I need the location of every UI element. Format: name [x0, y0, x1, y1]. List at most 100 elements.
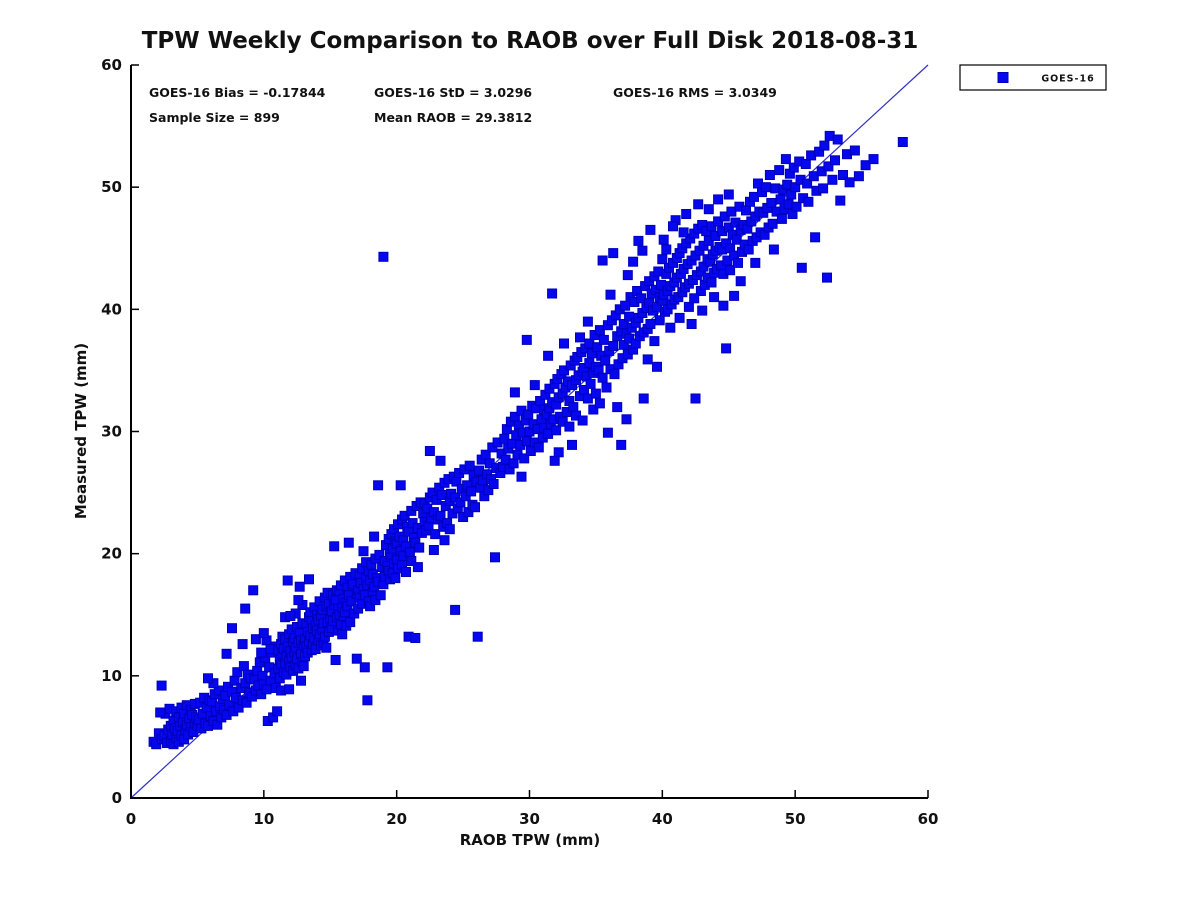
data-point: [450, 604, 461, 615]
data-point: [678, 227, 689, 238]
data-point: [823, 161, 834, 172]
data-point: [282, 575, 293, 586]
data-point: [412, 562, 423, 573]
data-point: [686, 319, 697, 329]
data-point: [559, 338, 569, 349]
data-point: [602, 427, 613, 438]
x-tick-label: 0: [126, 810, 136, 828]
tick-labels: 0 10 20 30 40 50 60 0 10 20 30 40 50 60: [101, 56, 938, 828]
x-tick-label: 20: [386, 810, 407, 828]
data-point: [668, 221, 678, 232]
data-point: [521, 334, 532, 345]
data-point: [853, 171, 864, 182]
data-point: [296, 675, 306, 686]
data-point: [256, 647, 267, 658]
data-point: [665, 322, 676, 333]
y-tick-label: 40: [101, 300, 122, 318]
data-point: [250, 634, 261, 645]
data-point: [681, 209, 692, 219]
data-point: [661, 244, 672, 255]
data-point: [835, 195, 846, 206]
stat-bias: GOES-16 Bias = -0.17844: [149, 85, 326, 100]
x-tick-label: 50: [785, 810, 806, 828]
data-point: [410, 633, 421, 643]
data-point: [455, 497, 466, 508]
data-point: [428, 545, 439, 555]
y-axis-label: Measured TPW (mm): [72, 343, 90, 519]
data-point: [470, 502, 480, 513]
data-point: [351, 653, 362, 664]
data-point: [897, 137, 908, 147]
data-point: [690, 393, 701, 404]
data-point: [658, 234, 669, 245]
data-point: [788, 162, 799, 173]
data-point: [567, 439, 577, 450]
data-point: [814, 146, 825, 157]
data-point: [802, 178, 813, 189]
data-point: [439, 535, 450, 546]
data-point: [713, 194, 724, 205]
data-point: [637, 245, 648, 256]
data-point: [849, 145, 860, 156]
data-point: [588, 404, 599, 415]
data-point: [374, 549, 385, 560]
data-point: [767, 218, 778, 229]
data-point: [776, 213, 787, 224]
y-tick-label: 10: [101, 667, 122, 685]
data-point: [590, 388, 601, 399]
x-axis-label: RAOB TPW (mm): [460, 831, 601, 849]
data-point: [768, 244, 779, 255]
data-point: [156, 680, 167, 691]
data-point: [533, 442, 544, 453]
data-point: [638, 393, 649, 404]
data-point: [721, 343, 732, 354]
data-point: [860, 160, 871, 171]
data-point: [568, 402, 579, 413]
data-point: [329, 541, 340, 552]
data-point: [362, 695, 373, 706]
data-point: [240, 603, 251, 614]
data-point: [298, 661, 309, 672]
data-point: [693, 199, 704, 210]
data-point: [674, 312, 685, 323]
data-point: [248, 585, 259, 596]
data-point: [582, 316, 593, 327]
data-point: [293, 595, 304, 606]
data-point: [743, 244, 754, 255]
data-point: [284, 684, 295, 695]
data-point: [598, 334, 609, 345]
data-point: [258, 628, 269, 639]
stat-rms: GOES-16 RMS = 3.0349: [613, 85, 777, 100]
data-point: [622, 270, 633, 281]
data-point: [790, 182, 801, 193]
data-point: [709, 292, 720, 303]
data-point: [241, 697, 252, 708]
data-point: [232, 667, 243, 678]
data-point: [529, 380, 540, 391]
axes: [130, 64, 929, 799]
data-point: [358, 546, 369, 557]
data-point: [703, 204, 714, 215]
data-point: [620, 300, 631, 311]
data-point: [488, 479, 499, 489]
data-point: [609, 369, 620, 380]
data-point: [654, 315, 665, 326]
y-tick-label: 20: [101, 545, 122, 563]
data-point: [375, 590, 386, 601]
data-point: [237, 639, 248, 650]
x-tick-label: 60: [918, 810, 939, 828]
data-point: [830, 155, 840, 166]
data-points: [148, 130, 908, 750]
data-point: [395, 480, 406, 491]
data-point: [585, 378, 596, 389]
data-point: [697, 305, 708, 316]
data-point: [838, 170, 848, 180]
data-point: [733, 257, 743, 268]
data-point: [390, 573, 401, 584]
data-point: [345, 617, 356, 628]
x-tick-label: 40: [652, 810, 673, 828]
data-point: [369, 531, 380, 542]
data-point: [564, 421, 575, 432]
data-point: [868, 154, 879, 165]
